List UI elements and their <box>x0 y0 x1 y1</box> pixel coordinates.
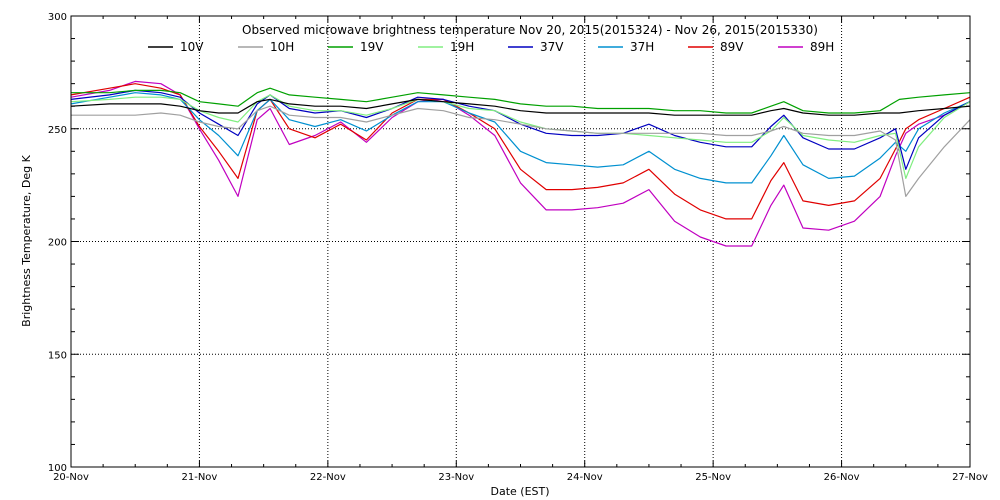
series-line-37v <box>70 89 971 170</box>
legend-label-89v: 89V <box>720 40 744 54</box>
series-line-37h <box>70 92 971 184</box>
legend-label-37v: 37V <box>540 40 564 54</box>
x-tick-label: 23-Nov <box>438 472 474 483</box>
x-tick-label: 27-Nov <box>952 472 988 483</box>
legend-label-19h: 19H <box>450 40 474 54</box>
x-tick-label: 21-Nov <box>181 472 217 483</box>
x-tick-label: 20-Nov <box>53 472 89 483</box>
y-axis-title: Brightness Temperature, Deg K <box>20 154 33 326</box>
x-tick-label: 24-Nov <box>567 472 603 483</box>
y-tick-label: 250 <box>48 125 67 136</box>
y-tick-label: 150 <box>48 350 67 361</box>
series-line-10v <box>70 98 971 116</box>
legend-label-37h: 37H <box>630 40 654 54</box>
series-line-89h <box>70 80 971 247</box>
legend-label-89h: 89H <box>810 40 834 54</box>
series-line-19h <box>70 94 971 179</box>
legend-label-10v: 10V <box>180 40 204 54</box>
x-tick-label: 22-Nov <box>310 472 346 483</box>
x-tick-label: 25-Nov <box>695 472 731 483</box>
series-lines <box>70 80 971 247</box>
y-tick-label: 300 <box>48 12 67 23</box>
legend-label-19v: 19V <box>360 40 384 54</box>
chart-title: Observed microwave brightness temperatur… <box>242 23 818 37</box>
axis-ticks <box>70 15 971 468</box>
legend-label-10h: 10H <box>270 40 294 54</box>
series-line-19v <box>71 87 971 114</box>
series-line-89v <box>70 83 971 220</box>
x-axis-title: Date (EST) <box>490 485 549 498</box>
y-tick-label: 200 <box>48 238 67 249</box>
series-line-10h <box>71 105 971 197</box>
x-tick-labels: 20-Nov 21-Nov 22-Nov 23-Nov 24-Nov 25-Nov 26-N… <box>53 472 988 483</box>
y-tick-labels: 100 150 200 250 300 <box>48 12 67 474</box>
y-tick-label: 100 <box>48 463 67 474</box>
x-tick-label: 26-Nov <box>824 472 860 483</box>
legend: 10V 10H 19V 19H 37V 37H 89V 89H <box>148 40 834 54</box>
